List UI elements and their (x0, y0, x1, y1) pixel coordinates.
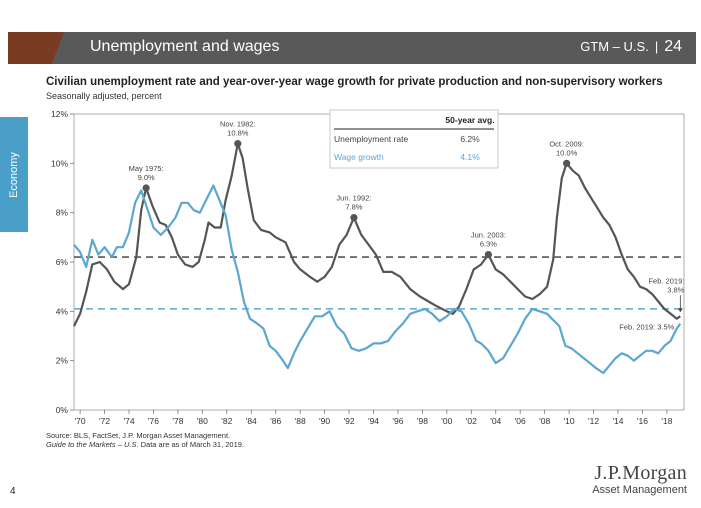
average-box (329, 109, 499, 169)
x-tick-label: '04 (490, 416, 501, 426)
x-tick-label: '74 (123, 416, 134, 426)
average-box-header: 50-year avg. (445, 115, 494, 125)
y-tick-label: 0% (56, 405, 69, 415)
guide-date: Data are as of March 31, 2019. (138, 440, 245, 449)
chart-root: 0% 2% 4% 6% 8% 10% 12% '70 '72 '74 '76 '78 '80 '82 '84… (51, 109, 685, 426)
annotation-date: Feb. 2019: (648, 276, 684, 285)
x-tick-label: '86 (270, 416, 281, 426)
x-tick-label: '14 (612, 416, 623, 426)
x-tick-label: '96 (392, 416, 403, 426)
logo-line1: J.P.Morgan (594, 462, 687, 484)
annotation-wage-latest: Feb. 2019: 3.5% (619, 323, 674, 332)
x-tick-label: '02 (466, 416, 477, 426)
y-tick-label: 8% (56, 208, 69, 218)
wage-growth-line (73, 184, 682, 375)
x-tick-label: '84 (246, 416, 257, 426)
guide-title: Guide to the Markets – U.S. (46, 440, 139, 449)
x-tick-label: '88 (295, 416, 306, 426)
annotation-value: 10.0% (556, 148, 578, 157)
unemployment-rate-line (73, 142, 681, 327)
logo-line2: Asset Management (592, 484, 687, 496)
average-box-unemployment-label: Unemployment rate (334, 134, 408, 144)
x-tick-label: '94 (368, 416, 379, 426)
annotation-date: May 1975: (129, 164, 164, 173)
x-tick-label: '10 (564, 416, 575, 426)
x-tick-label: '08 (539, 416, 550, 426)
x-tick-label: '70 (75, 416, 86, 426)
annotation-value: 10.8% (227, 129, 249, 138)
x-tick-label: '06 (515, 416, 526, 426)
y-tick-label: 4% (56, 306, 69, 316)
chart-subtitle: Seasonally adjusted, percent (46, 91, 162, 101)
jpmorgan-logo: J.P.Morgan Asset Management (592, 462, 687, 496)
y-tick-label: 2% (56, 356, 69, 366)
average-box-wage-value: 4.1% (460, 152, 480, 162)
x-tick-label: '90 (319, 416, 330, 426)
annotation-date: Jun. 2003: (471, 231, 506, 240)
x-tick-label: '80 (197, 416, 208, 426)
average-box-unemployment-value: 6.2% (460, 134, 480, 144)
x-tick-label: '12 (588, 416, 599, 426)
annotation-value: 6.3% (480, 240, 497, 249)
average-box-wage-label: Wage growth (334, 152, 384, 162)
annotation-value: 3.8% (667, 285, 684, 294)
annotation-value: 7.8% (345, 203, 362, 212)
section-name: GTM – U.S. (580, 39, 649, 54)
annotation-value: 9.0% (138, 173, 155, 182)
peak-marker (563, 159, 571, 167)
y-tick-label: 10% (51, 158, 68, 168)
peak-marker (234, 140, 242, 148)
section-page-number: 24 (664, 38, 682, 55)
page-title: Unemployment and wages (90, 38, 280, 55)
page-number: 4 (10, 486, 16, 497)
x-tick-label: '76 (148, 416, 159, 426)
annotation-date: Jun. 1992: (336, 194, 371, 203)
guide-note: Guide to the Markets – U.S. Data are as … (46, 440, 244, 449)
annotation-date: Nov. 1982: (220, 120, 256, 129)
section-header: Unemployment and wages GTM – U.S. | 24 (8, 32, 696, 64)
x-tick-label: '00 (441, 416, 452, 426)
side-tab-economy[interactable]: Economy (0, 117, 28, 232)
chart-title: Civilian unemployment rate and year-over… (46, 76, 663, 88)
x-tick-label: '72 (99, 416, 110, 426)
x-tick-label: '82 (221, 416, 232, 426)
peak-marker (350, 214, 358, 222)
x-tick-label: '78 (172, 416, 183, 426)
source-note: Source: BLS, FactSet, J.P. Morgan Asset … (46, 431, 231, 440)
annotation-date: Oct. 2009: (549, 139, 584, 148)
x-tick-label: '98 (417, 416, 428, 426)
x-tick-label: '92 (344, 416, 355, 426)
peak-marker (484, 251, 493, 259)
x-tick-label: '18 (661, 416, 672, 426)
y-tick-label: 12% (51, 109, 68, 119)
header-section-label: GTM – U.S. | 24 (580, 38, 682, 55)
y-tick-label: 6% (56, 257, 69, 267)
annotation-arrowhead (677, 308, 683, 313)
peak-marker (142, 184, 150, 192)
x-tick-label: '16 (637, 416, 648, 426)
